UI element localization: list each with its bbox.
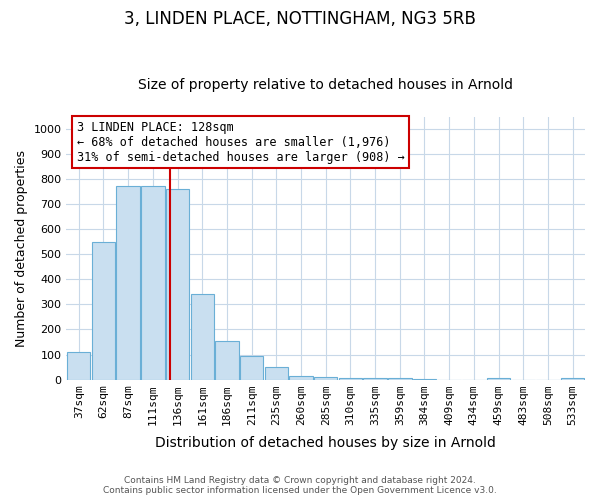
Bar <box>141 186 164 380</box>
Bar <box>191 294 214 380</box>
Bar <box>338 378 362 380</box>
X-axis label: Distribution of detached houses by size in Arnold: Distribution of detached houses by size … <box>155 436 496 450</box>
Bar <box>289 376 313 380</box>
Bar <box>487 378 510 380</box>
Bar <box>240 356 263 380</box>
Bar <box>67 352 91 380</box>
Text: 3 LINDEN PLACE: 128sqm
← 68% of detached houses are smaller (1,976)
31% of semi-: 3 LINDEN PLACE: 128sqm ← 68% of detached… <box>77 120 404 164</box>
Bar <box>265 367 288 380</box>
Text: Contains HM Land Registry data © Crown copyright and database right 2024.
Contai: Contains HM Land Registry data © Crown c… <box>103 476 497 495</box>
Y-axis label: Number of detached properties: Number of detached properties <box>15 150 28 346</box>
Bar <box>92 242 115 380</box>
Bar <box>388 378 412 380</box>
Bar <box>364 378 387 380</box>
Bar <box>166 190 189 380</box>
Bar <box>314 377 337 380</box>
Bar <box>116 186 140 380</box>
Bar <box>561 378 584 380</box>
Bar <box>215 340 239 380</box>
Title: Size of property relative to detached houses in Arnold: Size of property relative to detached ho… <box>138 78 513 92</box>
Bar <box>413 379 436 380</box>
Text: 3, LINDEN PLACE, NOTTINGHAM, NG3 5RB: 3, LINDEN PLACE, NOTTINGHAM, NG3 5RB <box>124 10 476 28</box>
